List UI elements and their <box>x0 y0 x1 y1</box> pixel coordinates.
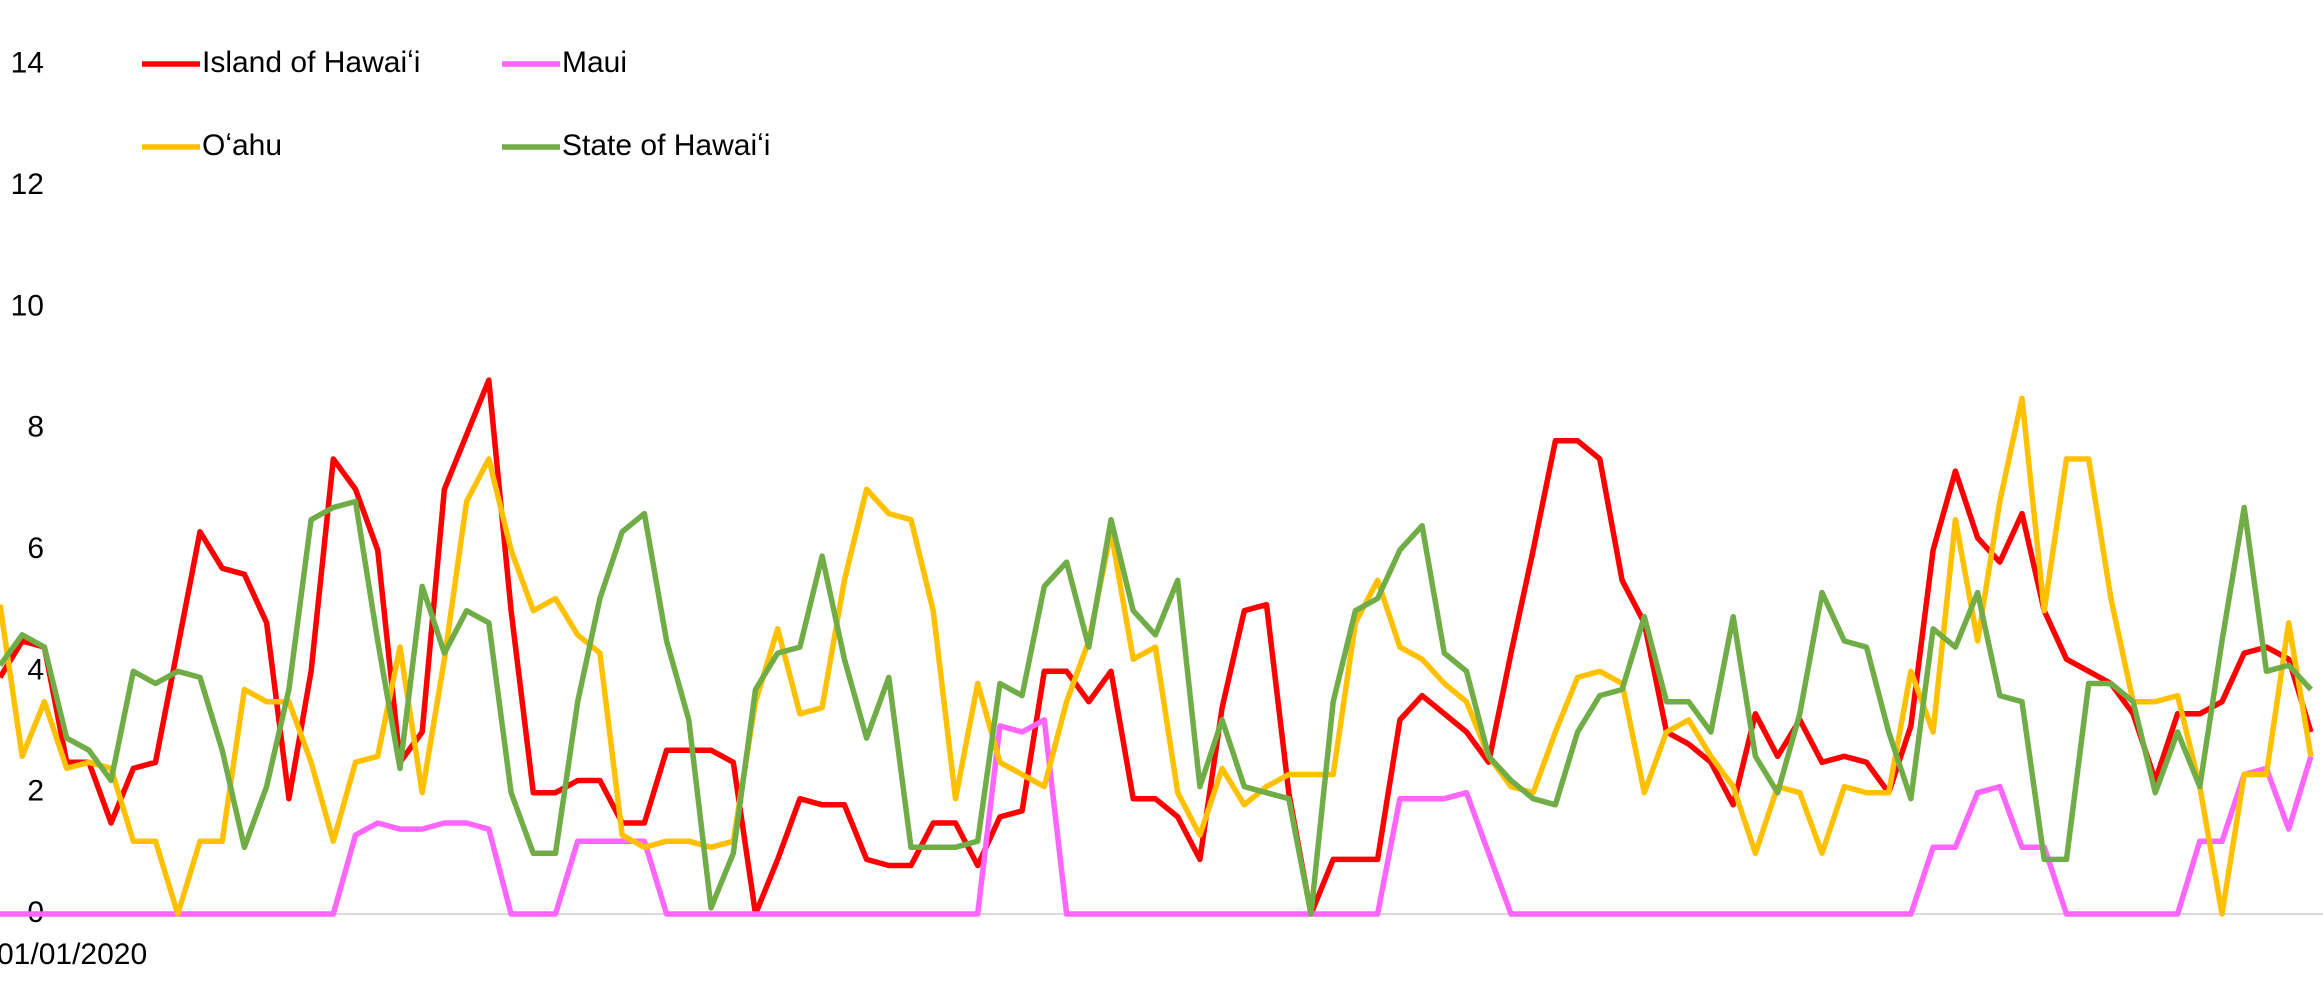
y-tick-label: 10 <box>11 289 44 322</box>
y-tick-label: 6 <box>27 532 44 565</box>
series-line <box>0 717 2314 917</box>
legend-label: State of Hawaiʻi <box>562 129 770 162</box>
y-tick-label: 12 <box>11 168 44 201</box>
y-tick-label: 4 <box>27 653 44 686</box>
y-tick-label: 8 <box>27 411 44 444</box>
legend-label: Maui <box>562 46 627 79</box>
series-line <box>0 395 2314 917</box>
y-tick-label: 2 <box>27 775 44 808</box>
legend-label: Oʻahu <box>202 129 282 162</box>
series-line <box>0 377 2314 917</box>
legend-label: Island of Hawaiʻi <box>202 46 420 79</box>
series-line <box>0 498 2313 917</box>
x-tick-label: 01/01/2020 <box>0 938 147 971</box>
y-tick-label: 14 <box>11 47 44 80</box>
